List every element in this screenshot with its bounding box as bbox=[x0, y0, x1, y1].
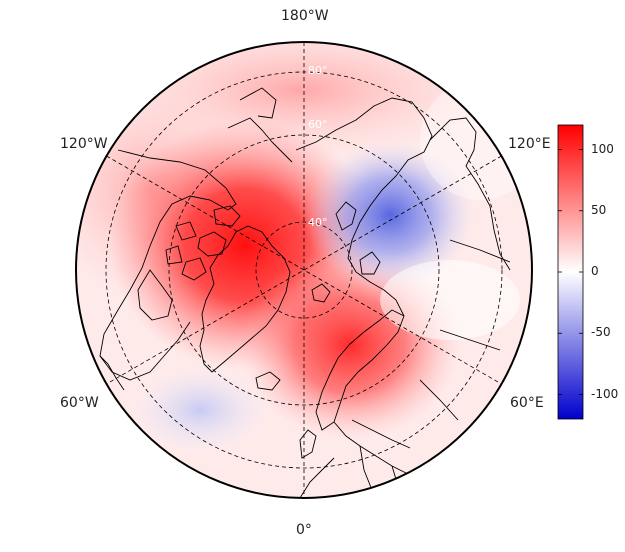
coastlines bbox=[99, 87, 511, 498]
negative-anomaly-siberia bbox=[305, 140, 475, 290]
colorbar-tick-label: 50 bbox=[591, 202, 607, 217]
anomaly-field bbox=[76, 42, 532, 498]
negative-anomaly-atlantic bbox=[130, 365, 270, 455]
colorbar-tick-label: 0 bbox=[591, 264, 599, 278]
colorbar-tick-label: 100 bbox=[591, 141, 614, 156]
colorbar-ticks bbox=[558, 149, 583, 395]
lat-circle-80 bbox=[255, 221, 353, 319]
lon-label-60e: 60°E bbox=[510, 395, 544, 411]
graticule bbox=[105, 42, 503, 498]
lat-label-80: 40° bbox=[308, 216, 328, 229]
map-boundary bbox=[75, 41, 533, 499]
lon-label-120e: 120°E bbox=[508, 136, 551, 152]
colorbar-tick-label: -50 bbox=[591, 325, 611, 340]
lon-label-60w: 60°W bbox=[60, 395, 99, 411]
lon-label-120w: 120°W bbox=[60, 136, 108, 152]
lon-label-180w: 180°W bbox=[281, 8, 329, 24]
lat-label-40: 80° bbox=[308, 64, 328, 77]
colorbar bbox=[557, 124, 584, 420]
lat-circle-60 bbox=[168, 134, 440, 406]
lon-label-0: 0° bbox=[296, 522, 312, 538]
meridian-120e-60w bbox=[106, 155, 502, 385]
colorbar-tick-label: -100 bbox=[591, 386, 619, 401]
meridian-120w-60e bbox=[106, 155, 502, 385]
lat-label-60: 60° bbox=[308, 118, 328, 131]
